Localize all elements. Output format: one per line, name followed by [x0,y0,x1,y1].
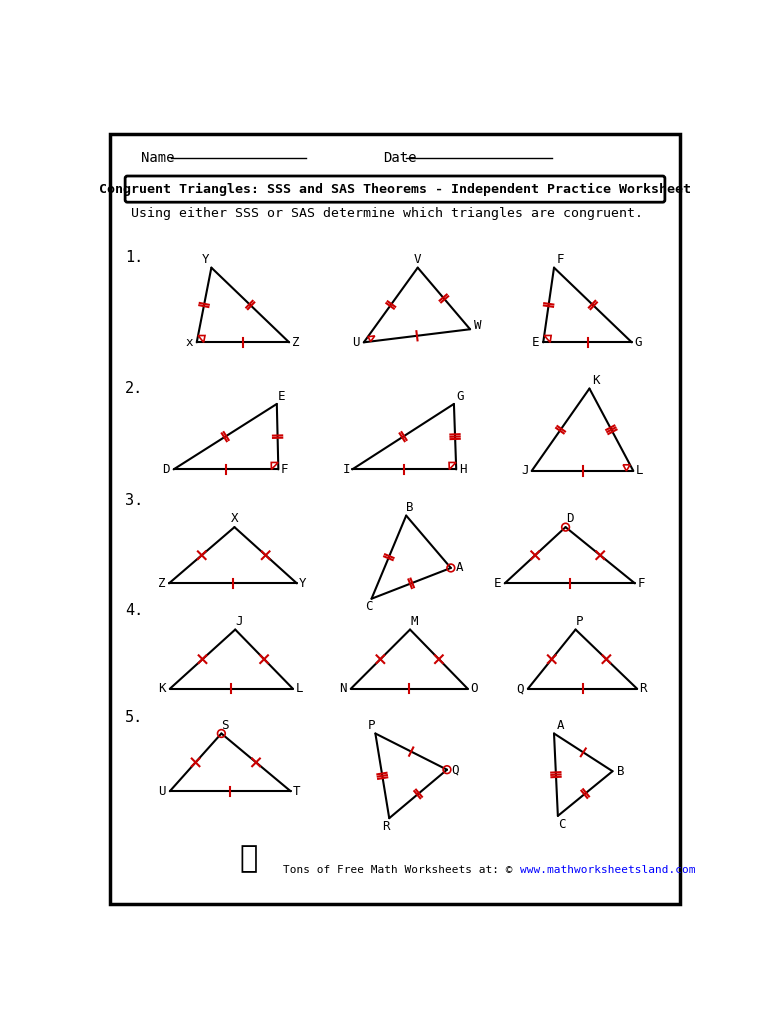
Text: S: S [222,719,229,731]
Text: Congruent Triangles: SSS and SAS Theorems - Independent Practice Worksheet: Congruent Triangles: SSS and SAS Theorem… [99,182,691,196]
Text: L: L [636,465,643,477]
Text: J: J [522,465,529,477]
Text: 2.: 2. [125,381,143,396]
Text: L: L [296,682,303,695]
Text: Q: Q [517,682,524,695]
Text: Z: Z [158,577,165,590]
FancyBboxPatch shape [125,176,665,202]
Text: D: D [162,463,169,476]
Text: E: E [532,336,539,349]
Text: A: A [557,719,564,731]
Text: Name: Name [140,151,174,165]
Text: www.mathworksheetsland.com: www.mathworksheetsland.com [521,865,695,874]
Text: P: P [576,614,583,628]
Text: F: F [281,463,288,476]
Text: Q: Q [452,763,459,776]
Text: Using either SSS or SAS determine which triangles are congruent.: Using either SSS or SAS determine which … [130,207,642,220]
Text: J: J [236,614,243,628]
Text: C: C [558,818,565,830]
Text: N: N [340,682,346,695]
Text: O: O [470,682,477,695]
Text: Date: Date [383,151,417,165]
Text: V: V [414,253,421,265]
Text: R: R [382,820,389,834]
Text: 4.: 4. [125,603,143,617]
Text: Tons of Free Math Worksheets at: ©: Tons of Free Math Worksheets at: © [283,865,519,874]
Text: C: C [366,600,373,613]
Text: E: E [494,577,500,590]
Text: F: F [557,254,564,266]
Text: K: K [159,682,166,695]
Text: R: R [640,682,647,695]
Text: X: X [231,512,238,525]
Text: B: B [407,501,413,514]
Text: 5.: 5. [125,710,143,725]
Text: U: U [159,784,166,798]
Text: I: I [343,463,350,476]
Text: F: F [638,577,644,590]
Text: H: H [459,463,466,476]
Text: Y: Y [202,254,209,266]
Text: U: U [353,336,360,349]
Text: D: D [566,512,573,525]
Text: W: W [474,318,481,332]
Text: E: E [278,390,285,402]
Text: 3.: 3. [125,493,143,508]
Text: x: x [186,336,192,349]
Text: G: G [634,336,641,349]
Text: T: T [293,784,300,798]
Text: B: B [618,765,624,777]
Text: A: A [456,561,463,574]
Text: 🌴: 🌴 [239,844,257,872]
Text: Y: Y [300,577,306,590]
Text: M: M [410,614,417,628]
Text: G: G [457,390,464,402]
Text: 1.: 1. [125,250,143,265]
Text: P: P [368,719,375,731]
Text: K: K [592,375,599,387]
Text: Z: Z [292,336,299,349]
